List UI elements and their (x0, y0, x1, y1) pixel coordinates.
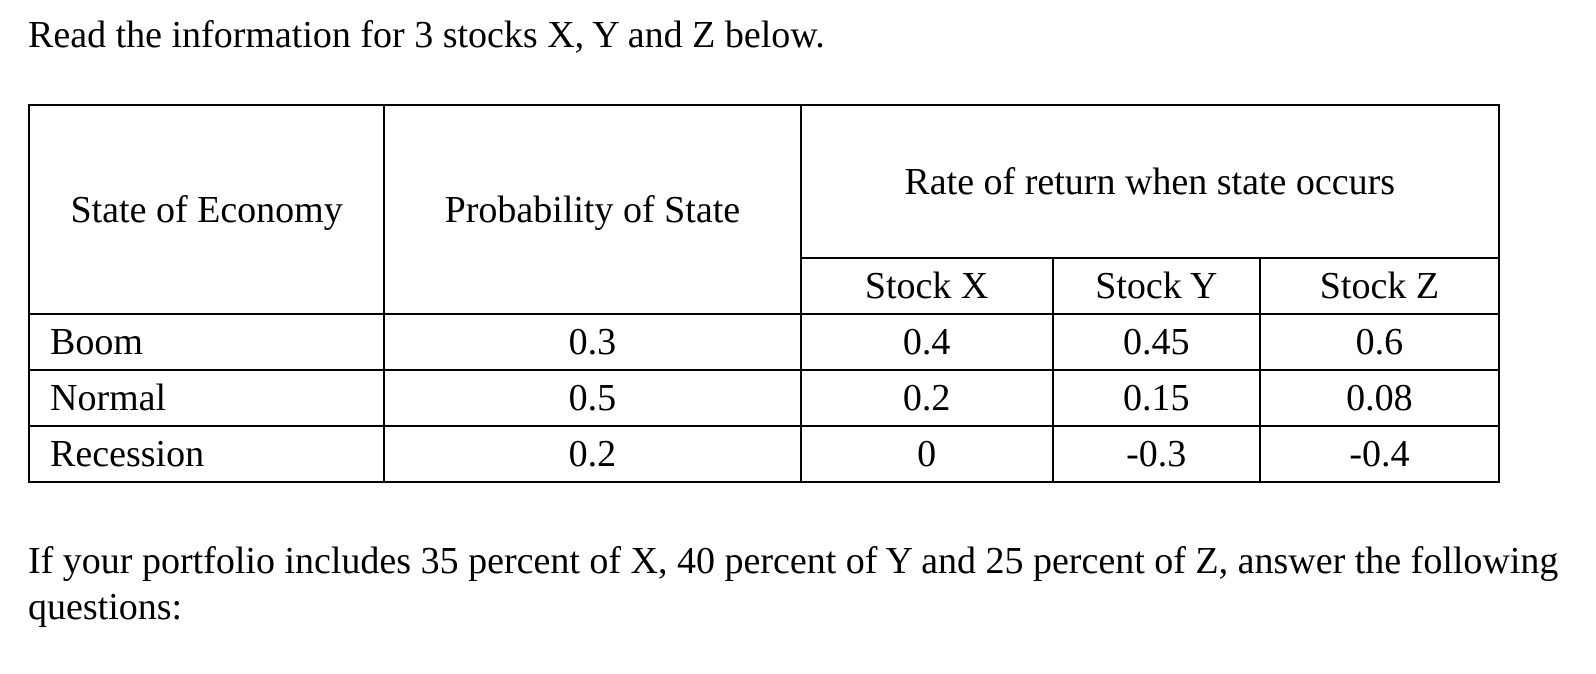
row-state: Normal (27, 369, 386, 427)
row-return-x: 0.4 (799, 313, 1054, 371)
header-stock-z: Stock Z (1258, 257, 1501, 315)
row-return-x: 0.2 (799, 369, 1054, 427)
row-return-z: 0.6 (1258, 313, 1501, 371)
row-probability: 0.5 (383, 369, 802, 427)
row-return-x: 0 (799, 425, 1054, 483)
row-return-z: -0.4 (1258, 425, 1501, 483)
stock-returns-table: State of Economy Probability of State Ra… (27, 104, 1501, 483)
header-stock-x: Stock X (799, 257, 1054, 315)
row-probability: 0.3 (383, 313, 802, 371)
intro-text: Read the information for 3 stocks X, Y a… (28, 14, 825, 56)
header-probability-of-state: Probability of State (383, 104, 802, 315)
table-subheader-row: Stock X Stock Y Stock Z (29, 257, 1501, 315)
row-return-z: 0.08 (1258, 369, 1501, 427)
row-return-y: -0.3 (1051, 425, 1261, 483)
row-state: Recession (27, 425, 386, 483)
table-row: Normal 0.5 0.2 0.15 0.08 (27, 369, 1501, 427)
table-row: Boom 0.3 0.4 0.45 0.6 (27, 313, 1501, 371)
row-return-y: 0.45 (1051, 313, 1261, 371)
header-rate-of-return: Rate of return when state occurs (799, 104, 1501, 259)
row-return-y: 0.15 (1051, 369, 1261, 427)
question-text: If your portfolio includes 35 percent of… (28, 540, 1559, 628)
header-stock-y: Stock Y (1051, 257, 1261, 315)
row-probability: 0.2 (383, 425, 802, 483)
header-state-of-economy: State of Economy (27, 104, 386, 315)
table-row: Recession 0.2 0 -0.3 -0.4 (27, 425, 1501, 483)
table-header-row: State of Economy Probability of State Ra… (27, 104, 1501, 315)
row-state: Boom (27, 313, 386, 371)
